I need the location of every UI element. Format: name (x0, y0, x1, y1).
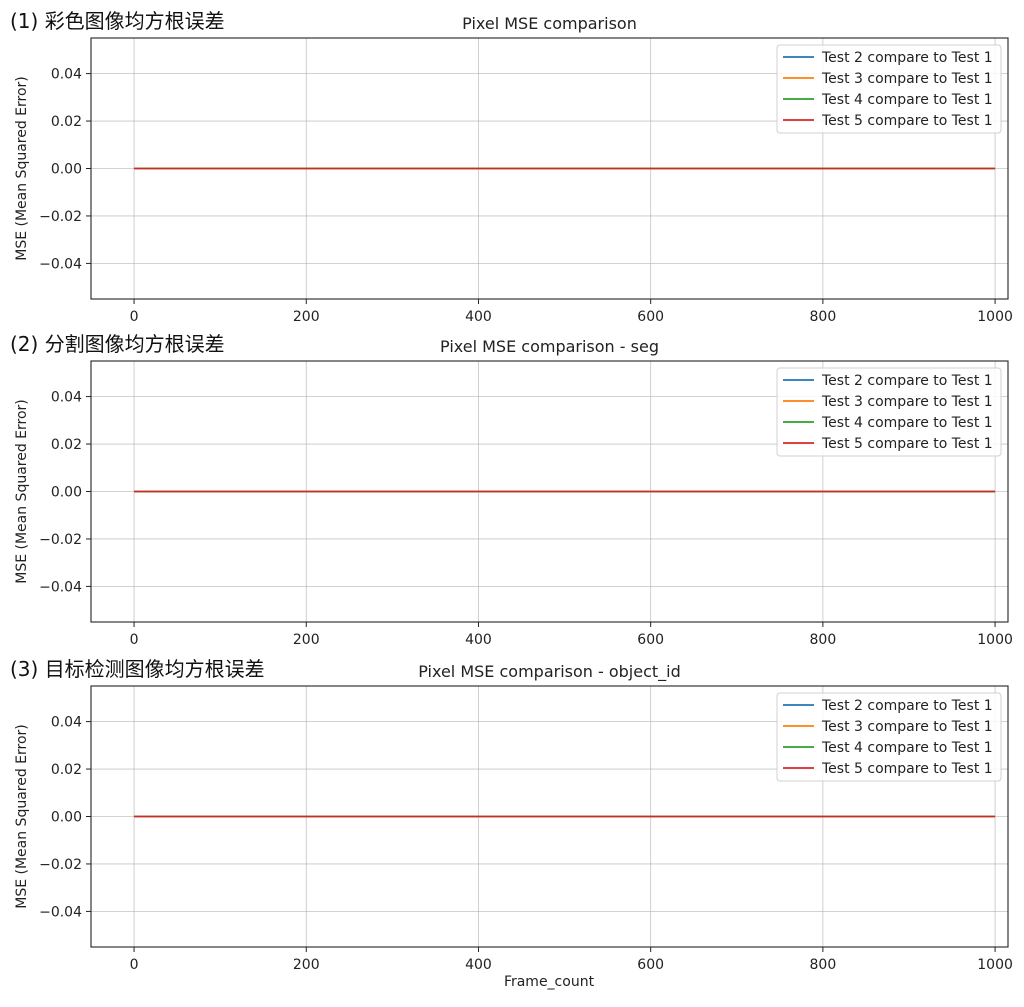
x-tick-label: 800 (810, 957, 837, 973)
x-tick-label: 1000 (977, 957, 1013, 973)
legend-label: Test 4 compare to Test 1 (821, 415, 993, 431)
y-tick-label: 0.00 (51, 485, 82, 501)
legend-label: Test 3 compare to Test 1 (821, 394, 993, 410)
y-axis-label: MSE (Mean Squared Error) (14, 76, 30, 261)
y-tick-label: 0.04 (51, 715, 82, 731)
y-tick-label: 0.02 (51, 762, 82, 778)
legend-label: Test 4 compare to Test 1 (821, 740, 993, 756)
chart-title: Pixel MSE comparison - seg (440, 337, 659, 356)
legend-label: Test 2 compare to Test 1 (821, 373, 993, 389)
y-tick-label: 0.04 (51, 67, 82, 83)
x-tick-label: 600 (637, 957, 664, 973)
x-tick-label: 400 (465, 957, 492, 973)
legend-label: Test 3 compare to Test 1 (821, 71, 993, 87)
y-tick-label: 0.00 (51, 810, 82, 826)
legend-label: Test 5 compare to Test 1 (821, 113, 993, 129)
legend-label: Test 2 compare to Test 1 (821, 698, 993, 714)
x-tick-label: 800 (810, 309, 837, 325)
x-tick-label: 0 (130, 957, 139, 973)
legend-box (776, 44, 1002, 134)
chart-panel-3: (3) 目标检测图像均方根误差 Pixel MSE comparison - ob… (10, 657, 1013, 973)
y-tick-label: −0.04 (39, 579, 82, 595)
legend-box (776, 367, 1002, 457)
legend-label: Test 5 compare to Test 1 (821, 761, 993, 777)
x-tick-label: 200 (293, 957, 320, 973)
chart-panel-1: (1) 彩色图像均方根误差 Pixel MSE comparison 0 200 400… (10, 9, 1013, 325)
y-axis-label: MSE (Mean Squared Error) (14, 724, 30, 909)
section-label: (3) 目标检测图像均方根误差 (10, 657, 265, 681)
legend: Test 2 compare to Test 1 Test 3 compare t… (776, 692, 1002, 782)
legend-label: Test 4 compare to Test 1 (821, 92, 993, 108)
y-axis-label: MSE (Mean Squared Error) (14, 399, 30, 584)
x-tick-label: 200 (293, 632, 320, 648)
chart-panel-2: (2) 分割图像均方根误差 Pixel MSE comparison - seg 0… (10, 332, 1013, 648)
legend-label: Test 2 compare to Test 1 (821, 50, 993, 66)
x-tick-label: 400 (465, 632, 492, 648)
x-tick-label: 1000 (977, 632, 1013, 648)
chart-title: Pixel MSE comparison (462, 14, 637, 33)
legend-box (776, 692, 1002, 782)
x-tick-label: 1000 (977, 309, 1013, 325)
x-tick-label: 800 (810, 632, 837, 648)
section-label: (1) 彩色图像均方根误差 (10, 9, 225, 33)
legend-label: Test 3 compare to Test 1 (821, 719, 993, 735)
y-tick-label: 0.02 (51, 437, 82, 453)
y-tick-label: −0.04 (39, 904, 82, 920)
x-axis-label: Frame_count (504, 974, 595, 990)
x-tick-label: 0 (130, 309, 139, 325)
y-tick-label: 0.04 (51, 390, 82, 406)
x-tick-label: 600 (637, 632, 664, 648)
legend: Test 2 compare to Test 1 Test 3 compare t… (776, 44, 1002, 134)
y-tick-label: −0.02 (39, 209, 82, 225)
y-tick-label: 0.02 (51, 114, 82, 130)
x-tick-label: 600 (637, 309, 664, 325)
legend: Test 2 compare to Test 1 Test 3 compare t… (776, 367, 1002, 457)
x-tick-label: 200 (293, 309, 320, 325)
y-tick-label: −0.04 (39, 256, 82, 272)
chart-title: Pixel MSE comparison - object_id (418, 662, 681, 682)
y-tick-label: −0.02 (39, 532, 82, 548)
x-tick-label: 400 (465, 309, 492, 325)
y-tick-label: −0.02 (39, 857, 82, 873)
legend-label: Test 5 compare to Test 1 (821, 436, 993, 452)
y-tick-label: 0.00 (51, 162, 82, 178)
section-label: (2) 分割图像均方根误差 (10, 332, 225, 356)
x-tick-label: 0 (130, 632, 139, 648)
